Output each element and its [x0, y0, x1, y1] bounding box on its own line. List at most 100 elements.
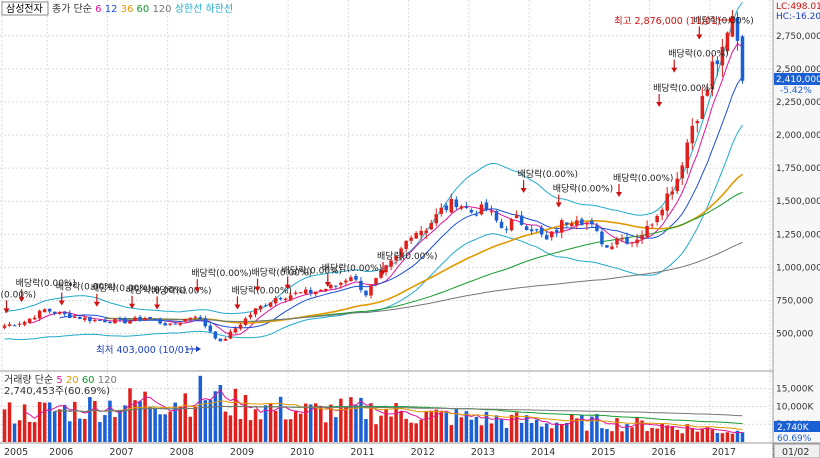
volume-bar[interactable]: [735, 430, 740, 442]
volume-bar[interactable]: [364, 419, 368, 442]
candle-body[interactable]: [715, 60, 720, 65]
candle-body[interactable]: [223, 338, 228, 341]
volume-bar[interactable]: [605, 429, 609, 442]
candle-body[interactable]: [439, 207, 444, 214]
candle-body[interactable]: [213, 331, 218, 339]
candle-body[interactable]: [253, 308, 258, 315]
volume-bar[interactable]: [248, 420, 253, 442]
candle-body[interactable]: [565, 222, 569, 225]
volume-bar[interactable]: [414, 423, 418, 442]
candle-body[interactable]: [489, 211, 494, 213]
volume-bar[interactable]: [670, 426, 674, 442]
volume-bar[interactable]: [293, 410, 298, 442]
volume-bar[interactable]: [705, 427, 710, 442]
volume-bar[interactable]: [570, 414, 574, 442]
candle-body[interactable]: [57, 312, 62, 314]
candle-body[interactable]: [329, 284, 333, 289]
volume-bar[interactable]: [158, 414, 162, 442]
candle-body[interactable]: [560, 220, 564, 233]
volume-bar[interactable]: [549, 428, 554, 442]
volume-bar[interactable]: [655, 428, 659, 442]
volume-bar[interactable]: [720, 433, 725, 442]
candle-body[interactable]: [113, 319, 117, 324]
volume-bar[interactable]: [22, 404, 27, 442]
candle-body[interactable]: [549, 231, 554, 238]
candle-body[interactable]: [258, 305, 263, 310]
candle-body[interactable]: [133, 317, 137, 321]
volume-bar[interactable]: [585, 430, 589, 442]
volume-bar[interactable]: [635, 417, 639, 442]
candle-body[interactable]: [88, 316, 92, 322]
candle-body[interactable]: [600, 231, 604, 245]
volume-bar[interactable]: [173, 402, 177, 442]
candle-body[interactable]: [404, 240, 408, 249]
volume-bar[interactable]: [580, 414, 584, 442]
candle-body[interactable]: [62, 312, 67, 315]
candle-body[interactable]: [339, 282, 343, 285]
candle-body[interactable]: [233, 328, 238, 333]
candle-body[interactable]: [308, 289, 313, 293]
volume-bar[interactable]: [439, 410, 444, 442]
volume-bar[interactable]: [278, 396, 283, 442]
volume-bar[interactable]: [389, 416, 393, 442]
candle-body[interactable]: [479, 204, 484, 215]
candle-body[interactable]: [354, 276, 358, 280]
candle-body[interactable]: [7, 324, 12, 326]
volume-bar[interactable]: [233, 388, 238, 442]
volume-bar[interactable]: [519, 422, 524, 442]
volume-bar[interactable]: [379, 415, 383, 442]
candle-body[interactable]: [158, 318, 162, 324]
volume-bar[interactable]: [590, 416, 594, 442]
candle-body[interactable]: [293, 292, 298, 294]
candle-body[interactable]: [208, 325, 213, 332]
candle-body[interactable]: [630, 242, 634, 244]
candle-body[interactable]: [504, 228, 509, 230]
candle-body[interactable]: [389, 260, 393, 267]
volume-bar[interactable]: [263, 405, 268, 442]
candle-body[interactable]: [138, 316, 142, 321]
candle-body[interactable]: [690, 125, 695, 144]
candle-body[interactable]: [143, 318, 147, 320]
candle-body[interactable]: [364, 290, 368, 296]
volume-bar[interactable]: [88, 397, 92, 442]
candle-body[interactable]: [178, 322, 182, 325]
candle-body[interactable]: [47, 308, 52, 312]
candle-body[interactable]: [83, 317, 87, 320]
volume-bar[interactable]: [424, 411, 428, 442]
candle-body[interactable]: [243, 318, 248, 325]
candle-body[interactable]: [494, 210, 499, 221]
volume-bar[interactable]: [620, 431, 624, 442]
candle-body[interactable]: [605, 245, 609, 248]
volume-bar[interactable]: [359, 397, 363, 442]
candle-body[interactable]: [499, 221, 504, 228]
candle-body[interactable]: [173, 323, 177, 325]
volume-bar[interactable]: [178, 406, 182, 442]
candle-body[interactable]: [554, 229, 559, 233]
volume-bar[interactable]: [298, 413, 303, 442]
candle-body[interactable]: [575, 220, 579, 226]
candle-body[interactable]: [705, 89, 710, 96]
candle-body[interactable]: [188, 317, 193, 319]
volume-bar[interactable]: [575, 418, 579, 442]
candle-body[interactable]: [660, 209, 664, 216]
candle-body[interactable]: [720, 46, 725, 66]
volume-bar[interactable]: [494, 415, 499, 442]
candle-body[interactable]: [93, 320, 97, 322]
candle-body[interactable]: [324, 288, 328, 291]
volume-bar[interactable]: [660, 423, 664, 442]
volume-bar[interactable]: [640, 420, 644, 442]
candle-body[interactable]: [620, 238, 624, 240]
volume-bar[interactable]: [198, 375, 203, 442]
candle-body[interactable]: [419, 230, 423, 236]
candle-body[interactable]: [474, 214, 479, 216]
volume-bar[interactable]: [253, 409, 258, 442]
volume-bar[interactable]: [715, 432, 720, 442]
candle-body[interactable]: [42, 309, 47, 312]
candle-body[interactable]: [32, 317, 37, 320]
volume-bar[interactable]: [133, 400, 137, 442]
candle-body[interactable]: [680, 165, 685, 179]
candle-body[interactable]: [283, 298, 288, 300]
stock-name-box[interactable]: [1, 1, 49, 16]
volume-bar[interactable]: [83, 418, 87, 442]
